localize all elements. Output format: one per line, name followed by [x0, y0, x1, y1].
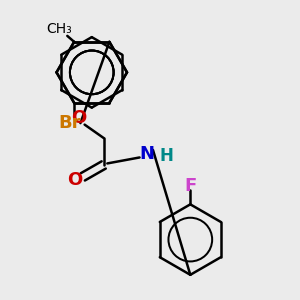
Text: CH₃: CH₃ — [46, 22, 72, 36]
Text: N: N — [140, 146, 154, 164]
Text: Br: Br — [58, 114, 81, 132]
Text: O: O — [71, 109, 86, 127]
Text: F: F — [184, 177, 196, 195]
Text: O: O — [67, 171, 82, 189]
Text: H: H — [160, 147, 173, 165]
